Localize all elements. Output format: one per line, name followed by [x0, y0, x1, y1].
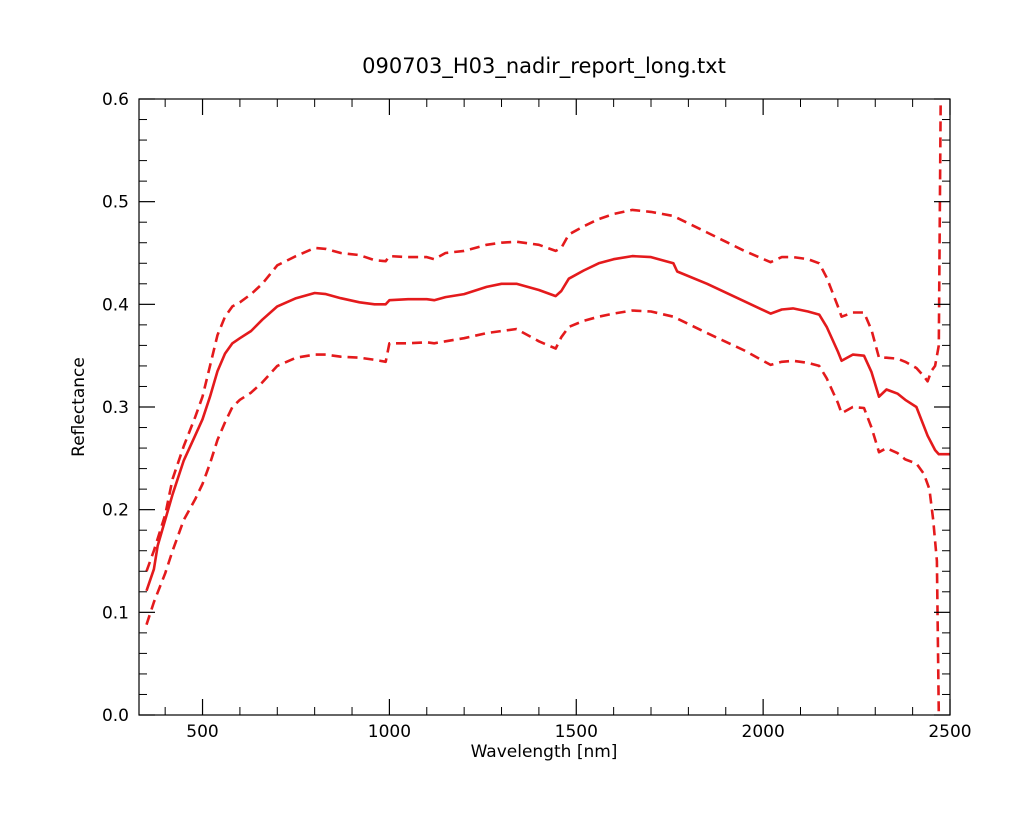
plot-frame [138, 98, 951, 716]
series-line-2 [145, 309, 941, 716]
x-tick-label: 1500 [555, 722, 598, 742]
series-line-0 [145, 254, 950, 592]
y-axis-label: Reflectance [69, 357, 89, 457]
x-tick-label: 500 [186, 722, 218, 742]
y-tick-label: 0.4 [102, 295, 129, 315]
y-tick-label: 0.1 [102, 603, 129, 623]
x-tick-label: 1000 [368, 722, 411, 742]
x-tick-label: 2500 [928, 722, 971, 742]
plot-lines [145, 98, 950, 716]
y-tick-label: 0.5 [102, 193, 129, 213]
y-tick-label: 0.0 [102, 706, 129, 726]
y-tick-label: 0.2 [102, 501, 129, 521]
y-tick-label: 0.6 [102, 90, 129, 110]
axis-ticks [139, 98, 951, 716]
series-line-1 [145, 98, 942, 572]
x-axis-label: Wavelength [nm] [471, 742, 618, 762]
chart-title: 090703_H03_nadir_report_long.txt [362, 54, 726, 79]
x-tick-label: 2000 [742, 722, 785, 742]
tick-labels: 500 1000 1500 2000 2500 0.0 0.1 0.2 0.3 0.4 0.5 0.6 [102, 90, 972, 742]
y-tick-label: 0.3 [102, 398, 129, 418]
